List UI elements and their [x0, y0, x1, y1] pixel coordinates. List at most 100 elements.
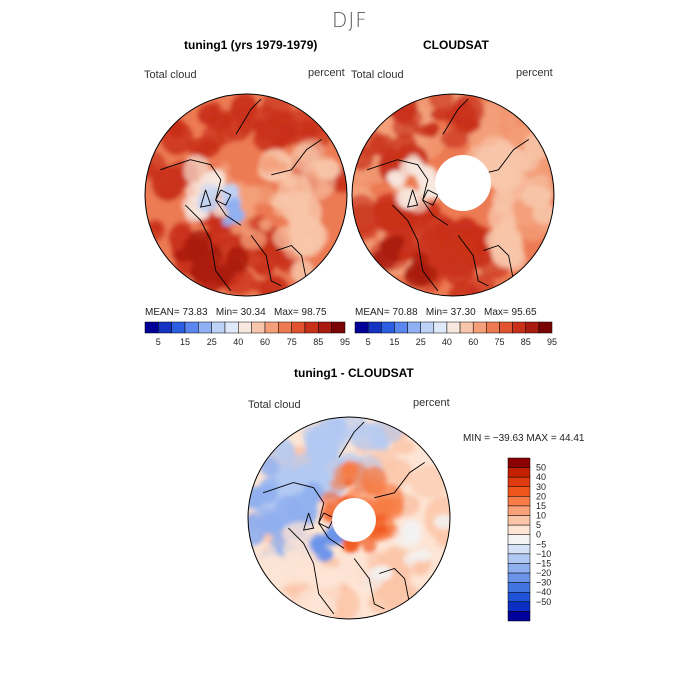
colorbar-swatch — [507, 601, 531, 612]
map-patch — [390, 235, 405, 248]
colorbar-swatch — [407, 321, 421, 334]
colorbar-tick-label: 85 — [521, 337, 531, 347]
missing-data-region — [332, 498, 376, 542]
map-patch — [290, 143, 320, 173]
map-patch — [275, 441, 296, 462]
map-field — [352, 94, 554, 296]
map-patch — [280, 124, 295, 138]
colorbar-tick-label: 5 — [366, 337, 371, 347]
map-patch — [316, 156, 339, 181]
map-patch — [386, 170, 404, 186]
colorbar-swatch — [525, 321, 540, 334]
map-boundary — [247, 416, 451, 620]
coastline — [271, 139, 323, 176]
map-patch — [209, 108, 232, 125]
colorbar-tick-label: 5 — [156, 337, 161, 347]
coastline — [392, 204, 439, 292]
map-patch — [200, 183, 220, 196]
colorbar-swatch — [507, 496, 531, 507]
mean-label: MEAN= — [145, 307, 180, 318]
mean-value: 73.83 — [182, 307, 208, 318]
min-value: 30.34 — [240, 307, 266, 318]
map-patch — [428, 94, 454, 111]
map-patch — [240, 227, 254, 236]
min-value: 37.30 — [450, 307, 476, 318]
coastline — [483, 244, 515, 281]
colorbar-swatch — [459, 321, 474, 334]
map-patch — [248, 486, 266, 509]
map-patch — [340, 557, 357, 568]
map-cloudsat — [351, 93, 555, 297]
colorbar-swatch — [291, 321, 306, 334]
colorbar-swatch — [507, 486, 531, 497]
map-patch — [521, 185, 553, 208]
colorbar-swatch — [446, 321, 461, 334]
map-patch — [361, 577, 383, 591]
colorbar-swatch — [507, 505, 531, 516]
colorbar-swatch — [507, 563, 531, 574]
panel-1-field-label: Total cloud — [144, 69, 197, 81]
map-patch — [273, 205, 288, 217]
colorbar-tick-label: 75 — [494, 337, 504, 347]
colorbar-tick-label: 40 — [233, 337, 243, 347]
colorbar-cloudsat: 5 15 25 40 60 75 85 95 — [354, 321, 557, 347]
panel-2-stats: MEAN= 70.88 Min= 37.30 Max= 95.65 — [355, 307, 537, 318]
map-patch — [435, 535, 450, 547]
map-field — [248, 417, 450, 619]
map-patch — [274, 255, 294, 270]
map-patch — [237, 262, 248, 272]
map-patch — [280, 189, 310, 224]
colorbar-swatch — [354, 321, 369, 334]
coastline — [288, 527, 335, 615]
panel-1-stats: MEAN= 73.83 Min= 30.34 Max= 98.75 — [145, 307, 327, 318]
map-patch — [405, 520, 417, 529]
coastlines — [262, 421, 426, 615]
colorbar-swatch — [381, 321, 395, 334]
map-patch — [316, 596, 338, 618]
panel-2-units-label: percent — [516, 67, 553, 79]
map-patch — [406, 153, 421, 171]
map-patch — [391, 440, 416, 455]
colorbar-tuning1: 5 15 25 40 60 75 85 95 — [144, 321, 350, 347]
map-patch — [369, 134, 396, 157]
colorbar-swatch — [144, 321, 159, 334]
colorbar-swatch — [158, 321, 172, 334]
colorbar-tick-label: −15 — [536, 559, 551, 569]
coastline — [302, 512, 315, 531]
map-boundary — [351, 93, 555, 297]
map-patch — [344, 479, 354, 487]
colorbar-swatch — [264, 321, 279, 334]
min-label: Min= — [215, 307, 238, 318]
map-patch — [412, 549, 431, 562]
missing-data-region — [435, 155, 491, 211]
colorbar-tick-label: 95 — [340, 337, 350, 347]
map-patch — [347, 464, 360, 474]
coastline — [276, 244, 308, 281]
map-patch — [260, 275, 290, 296]
colorbar-swatch — [512, 321, 526, 334]
colorbar-swatch — [211, 321, 226, 334]
panel-1-units-label: percent — [308, 67, 345, 79]
map-patch — [221, 183, 240, 200]
map-patch — [282, 176, 299, 188]
map-patch — [419, 123, 439, 139]
colorbar-swatch — [318, 321, 332, 334]
coastlines — [366, 98, 530, 292]
map-patch — [362, 539, 377, 554]
colorbar-swatch — [472, 321, 487, 334]
panel-1-title: tuning1 (yrs 1979-1979) — [184, 38, 318, 52]
colorbar-swatch — [507, 467, 531, 478]
colorbar-tick-label: 60 — [260, 337, 270, 347]
map-patch — [445, 111, 463, 130]
colorbar-tick-label: 10 — [536, 511, 546, 521]
colorbar-swatch — [238, 321, 252, 334]
coastline — [374, 462, 426, 499]
map-patch — [202, 124, 226, 151]
map-field — [145, 94, 347, 296]
map-patch — [310, 533, 326, 552]
map-patch — [320, 491, 341, 507]
colorbar-tick-label: 30 — [536, 482, 546, 492]
map-patch — [160, 120, 193, 156]
colorbar-tick-label: −5 — [536, 539, 546, 549]
colorbar-swatch — [251, 321, 266, 334]
